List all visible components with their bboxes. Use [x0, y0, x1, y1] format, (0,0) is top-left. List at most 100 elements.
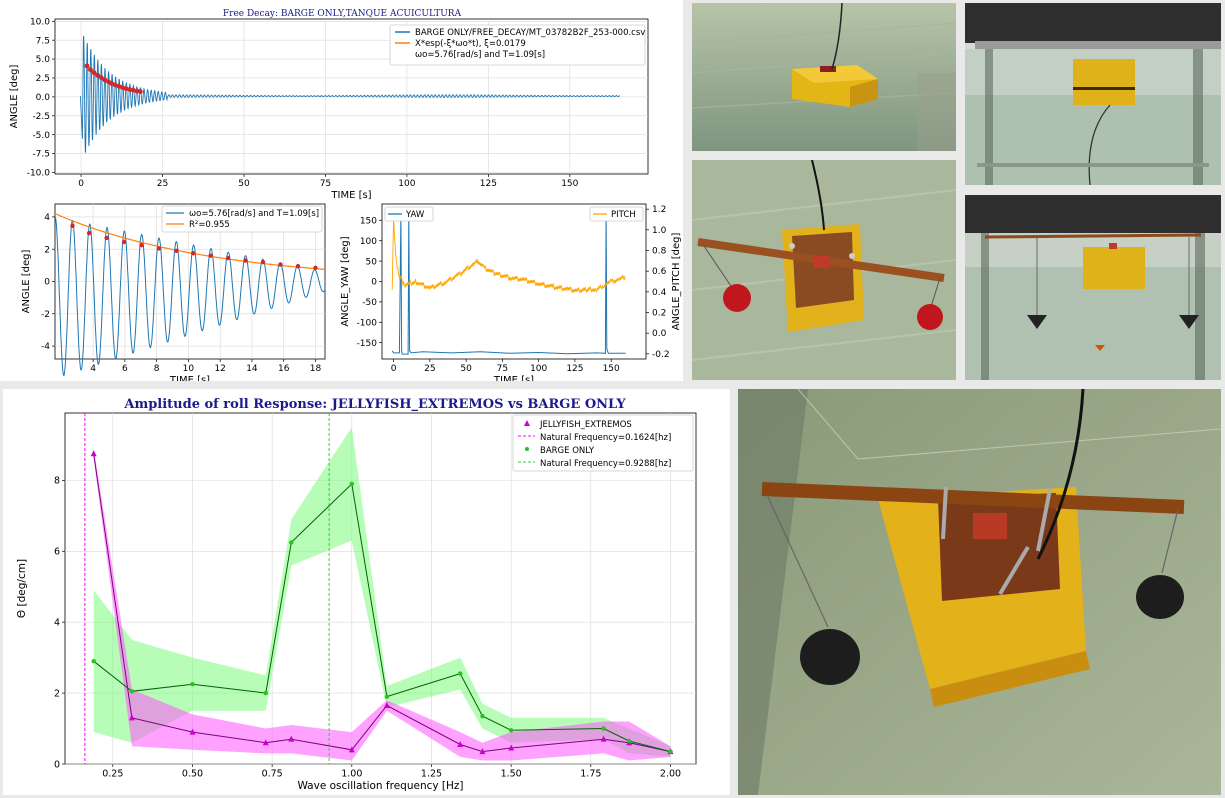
x-tick-label: 6 — [122, 364, 128, 374]
peak-point — [88, 67, 93, 73]
y2-tick-label: 0.2 — [652, 309, 666, 319]
x-tick-label: 2.00 — [660, 769, 681, 780]
legend-box — [512, 414, 694, 472]
y-tick-label: -50 — [362, 298, 377, 308]
y-tick-label: 4 — [44, 213, 50, 223]
x-tick-label: 25 — [424, 364, 435, 374]
y-tick-label: 2 — [44, 245, 50, 255]
barge-point — [129, 689, 135, 694]
jellyfish-point — [600, 735, 607, 742]
legend-label: JELLYFISH_EXTREMOS — [539, 420, 632, 430]
barge-point — [457, 671, 463, 676]
x-tick-label: 125 — [566, 364, 583, 374]
y-tick-label: 0.0 — [36, 93, 51, 103]
barge-point — [626, 738, 632, 744]
legend-swatch — [524, 420, 530, 426]
peak-point — [134, 88, 140, 94]
x-axis-label: TIME [s] — [330, 190, 371, 201]
x-tick-label: 75 — [320, 179, 331, 189]
tank-photo-icon — [965, 195, 1221, 380]
legend-label: Natural Frequency=0.1624[hz] — [540, 433, 671, 443]
y-tick-label: 2 — [54, 688, 60, 699]
photo-jellyfish-top — [692, 160, 956, 380]
barge-point — [668, 749, 673, 754]
x-tick-label: 25 — [157, 179, 168, 189]
photo-tank-side-top — [965, 3, 1221, 185]
photo-jellyfish-large — [738, 389, 1221, 795]
x-axis-label: Wave oscillation frequency [Hz] — [297, 780, 463, 792]
roll-amplitude-chart: Amplitude of roll Response: JELLYFISH_EX… — [16, 397, 697, 792]
x-tick-label: 100 — [530, 364, 547, 374]
jellyfish-point — [262, 739, 269, 746]
jellyfish-point — [128, 714, 135, 721]
legend-box — [589, 206, 644, 222]
legend-box — [389, 24, 646, 66]
legend-label: BARGE ONLY — [540, 446, 595, 456]
jellyfish-point — [189, 728, 196, 735]
y-tick-label: 10.0 — [30, 17, 50, 27]
x-tick-label: 10 — [183, 364, 195, 374]
confidence-band — [93, 427, 671, 757]
pitch-line — [391, 217, 626, 294]
fit-peak-point — [156, 246, 162, 251]
peak-point — [95, 72, 101, 78]
y-tick-label: 0 — [54, 759, 60, 770]
legend-label: BARGE ONLY/FREE_DECAY/MT_03782B2F_253-00… — [415, 28, 645, 38]
y-tick-label: -5.0 — [32, 131, 50, 141]
roll-amplitude-figure: Amplitude of roll Response: JELLYFISH_EX… — [3, 389, 730, 795]
peak-point — [123, 86, 129, 91]
legend-box — [384, 206, 434, 222]
peak-point — [91, 70, 97, 76]
yaw-pitch-chart: 0 25 50 75 100 125 150 -150 -100 -50 0 50 100 150 TIME… — [340, 203, 682, 381]
y-tick-label: 7.5 — [36, 36, 50, 46]
barge-point — [190, 682, 195, 687]
peak-point — [137, 89, 143, 94]
fit-decay-chart: 4 6 8 10 12 14 16 18 -4 -2 0 2 4 TIME [s] ANGLE [deg] ω… — [21, 203, 326, 381]
peak-point — [130, 87, 136, 93]
free-decay-svg: Free Decay: BARGE ONLY,TANQUE ACUICULTUR… — [9, 9, 682, 381]
jellyfish-photo-icon — [738, 389, 1221, 795]
x-tick-label: 50 — [238, 179, 250, 189]
y-axis-label: Θ [deg/cm] — [16, 559, 28, 618]
y-axis-label: ANGLE [deg] — [21, 250, 32, 314]
peak-point — [98, 75, 104, 80]
x-tick-label: 100 — [398, 179, 415, 189]
y-tick-label: -10.0 — [27, 169, 51, 179]
y-tick-label: 150 — [360, 216, 377, 226]
y2-tick-label: 0.8 — [652, 247, 667, 257]
jellyfish-point — [383, 702, 390, 708]
y-tick-label: 100 — [360, 237, 377, 247]
fit-signal-line — [54, 216, 326, 377]
y-tick-label: -4 — [41, 342, 50, 352]
fit-peak-point — [313, 265, 318, 270]
jellyfish-point — [457, 741, 464, 747]
barge-point — [601, 726, 606, 731]
y-tick-label: 0 — [371, 278, 377, 288]
fit-peak-point — [243, 258, 248, 263]
barge-point — [91, 658, 96, 664]
fit-peak-point — [225, 255, 231, 261]
x-tick-label: 12 — [214, 364, 225, 374]
barge-point — [508, 728, 514, 733]
jellyfish-point — [508, 744, 515, 751]
jellyfish-point — [90, 450, 97, 457]
plot-frame — [54, 18, 649, 175]
legend-label: R²=0.955 — [189, 220, 230, 230]
fit-peak-point — [278, 262, 283, 267]
peak-point — [109, 81, 115, 86]
legend-swatch — [525, 447, 529, 451]
y-tick-label: -100 — [357, 318, 378, 328]
fit-peak-point — [104, 235, 109, 241]
figure-title: Free Decay: BARGE ONLY,TANQUE ACUICULTUR… — [223, 9, 462, 19]
chart-title: Amplitude of roll Response: JELLYFISH_EX… — [123, 397, 626, 412]
fit-peak-point — [174, 248, 179, 254]
barge-point — [480, 713, 485, 719]
photo-tank-side-bottom — [965, 195, 1221, 380]
peak-point — [127, 87, 133, 92]
x-tick-label: 8 — [154, 364, 160, 374]
y-tick-label: 0 — [44, 278, 50, 288]
x-tick-label: 0 — [391, 364, 397, 374]
y-tick-label: 5.0 — [36, 55, 51, 65]
y-tick-label: -150 — [357, 339, 378, 349]
y-tick-label: -7.5 — [32, 150, 50, 160]
